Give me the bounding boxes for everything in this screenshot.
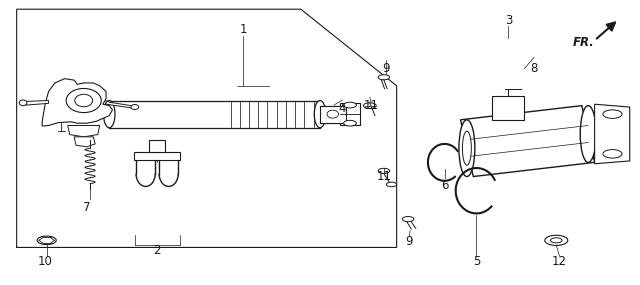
Circle shape — [378, 168, 390, 173]
Polygon shape — [461, 106, 595, 176]
Polygon shape — [320, 106, 346, 123]
Ellipse shape — [459, 120, 475, 176]
Circle shape — [378, 75, 390, 80]
Ellipse shape — [327, 110, 339, 118]
Ellipse shape — [104, 101, 115, 128]
Circle shape — [344, 120, 356, 126]
Ellipse shape — [131, 105, 139, 110]
Circle shape — [550, 238, 562, 243]
Circle shape — [545, 235, 568, 245]
Polygon shape — [134, 152, 180, 160]
Ellipse shape — [66, 88, 101, 113]
Polygon shape — [492, 96, 524, 120]
Polygon shape — [42, 79, 113, 126]
Circle shape — [403, 217, 414, 222]
Text: 4: 4 — [339, 102, 346, 115]
Circle shape — [364, 103, 376, 109]
Text: 1: 1 — [239, 23, 247, 36]
Text: FR.: FR. — [572, 36, 594, 49]
Circle shape — [344, 102, 356, 108]
Polygon shape — [595, 104, 630, 164]
Polygon shape — [23, 101, 49, 105]
Polygon shape — [340, 103, 360, 125]
Circle shape — [387, 182, 397, 187]
Ellipse shape — [19, 100, 27, 106]
Circle shape — [603, 110, 622, 118]
Text: 5: 5 — [473, 255, 480, 268]
Ellipse shape — [314, 101, 326, 128]
Polygon shape — [150, 140, 165, 152]
Text: 8: 8 — [531, 62, 538, 75]
Text: 11: 11 — [364, 99, 379, 112]
Text: 9: 9 — [406, 235, 413, 248]
Text: 2: 2 — [154, 244, 161, 257]
Ellipse shape — [75, 94, 93, 107]
Polygon shape — [74, 137, 95, 147]
Text: 11: 11 — [376, 170, 392, 183]
Text: 10: 10 — [38, 255, 53, 268]
Polygon shape — [68, 125, 100, 137]
Text: 7: 7 — [83, 201, 91, 214]
Text: 12: 12 — [552, 255, 567, 268]
Text: 3: 3 — [505, 14, 512, 27]
Circle shape — [37, 236, 56, 245]
Ellipse shape — [580, 106, 596, 162]
Text: 9: 9 — [382, 62, 390, 75]
Polygon shape — [106, 101, 135, 108]
Text: 6: 6 — [441, 178, 448, 192]
Circle shape — [603, 150, 622, 158]
Ellipse shape — [463, 131, 471, 165]
